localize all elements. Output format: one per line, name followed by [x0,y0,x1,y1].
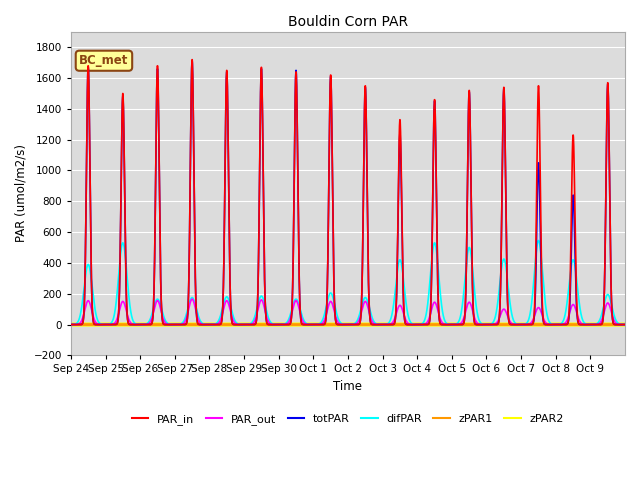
X-axis label: Time: Time [333,380,362,393]
Y-axis label: PAR (umol/m2/s): PAR (umol/m2/s) [15,144,28,242]
Text: BC_met: BC_met [79,54,129,67]
Title: Bouldin Corn PAR: Bouldin Corn PAR [288,15,408,29]
Legend: PAR_in, PAR_out, totPAR, difPAR, zPAR1, zPAR2: PAR_in, PAR_out, totPAR, difPAR, zPAR1, … [127,409,569,429]
